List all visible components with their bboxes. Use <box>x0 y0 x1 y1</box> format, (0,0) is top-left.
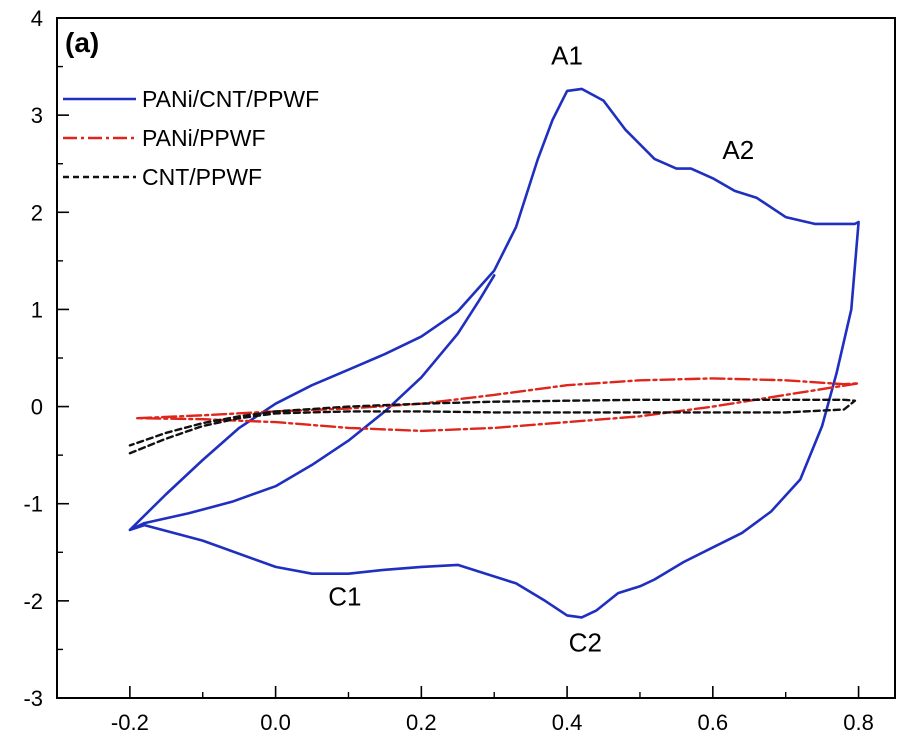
x-tick-label: 0.8 <box>843 710 874 735</box>
peak-label-a1: A1 <box>551 41 583 71</box>
x-tick-label: -0.2 <box>111 710 149 735</box>
legend: PANi/CNT/PPWF PANi/PPWF CNT/PPWF <box>63 86 319 190</box>
x-tick-label: 0.0 <box>260 710 291 735</box>
series-pani-ppwf <box>136 377 860 433</box>
y-tick-label: -1 <box>23 492 43 517</box>
panel-label: (a) <box>65 27 99 58</box>
peak-label-a2: A2 <box>722 135 754 165</box>
series-pani-cnt-ppwf <box>128 87 860 619</box>
y-tick-label: 1 <box>31 297 43 322</box>
y-tick-label: 4 <box>31 6 43 31</box>
plot-frame <box>56 17 896 699</box>
series-cnt-ppwf <box>128 398 857 455</box>
x-tick-label: 0.2 <box>406 710 437 735</box>
y-tick-label: -3 <box>23 686 43 711</box>
legend-label-cnt-ppwf: CNT/PPWF <box>142 164 262 190</box>
x-tick-label: 0.4 <box>552 710 583 735</box>
y-tick-label: 0 <box>31 395 43 420</box>
x-tick-label: 0.6 <box>698 710 729 735</box>
legend-label-pani-ppwf: PANi/PPWF <box>142 125 266 151</box>
y-tick-label: -2 <box>23 589 43 614</box>
y-tick-label: 2 <box>31 200 43 225</box>
axes: -0.2 0.0 0.2 0.4 0.6 0.8 -3 -2 -1 0 1 2 3 4 <box>23 6 873 735</box>
peak-label-c2: C2 <box>569 627 602 657</box>
peak-label-c1: C1 <box>328 582 361 612</box>
y-tick-label: 3 <box>31 103 43 128</box>
series-layer <box>128 87 860 619</box>
legend-label-pani-cnt-ppwf: PANi/CNT/PPWF <box>142 86 319 112</box>
annotation-layer: A1 A2 C1 C2 <box>328 41 754 658</box>
